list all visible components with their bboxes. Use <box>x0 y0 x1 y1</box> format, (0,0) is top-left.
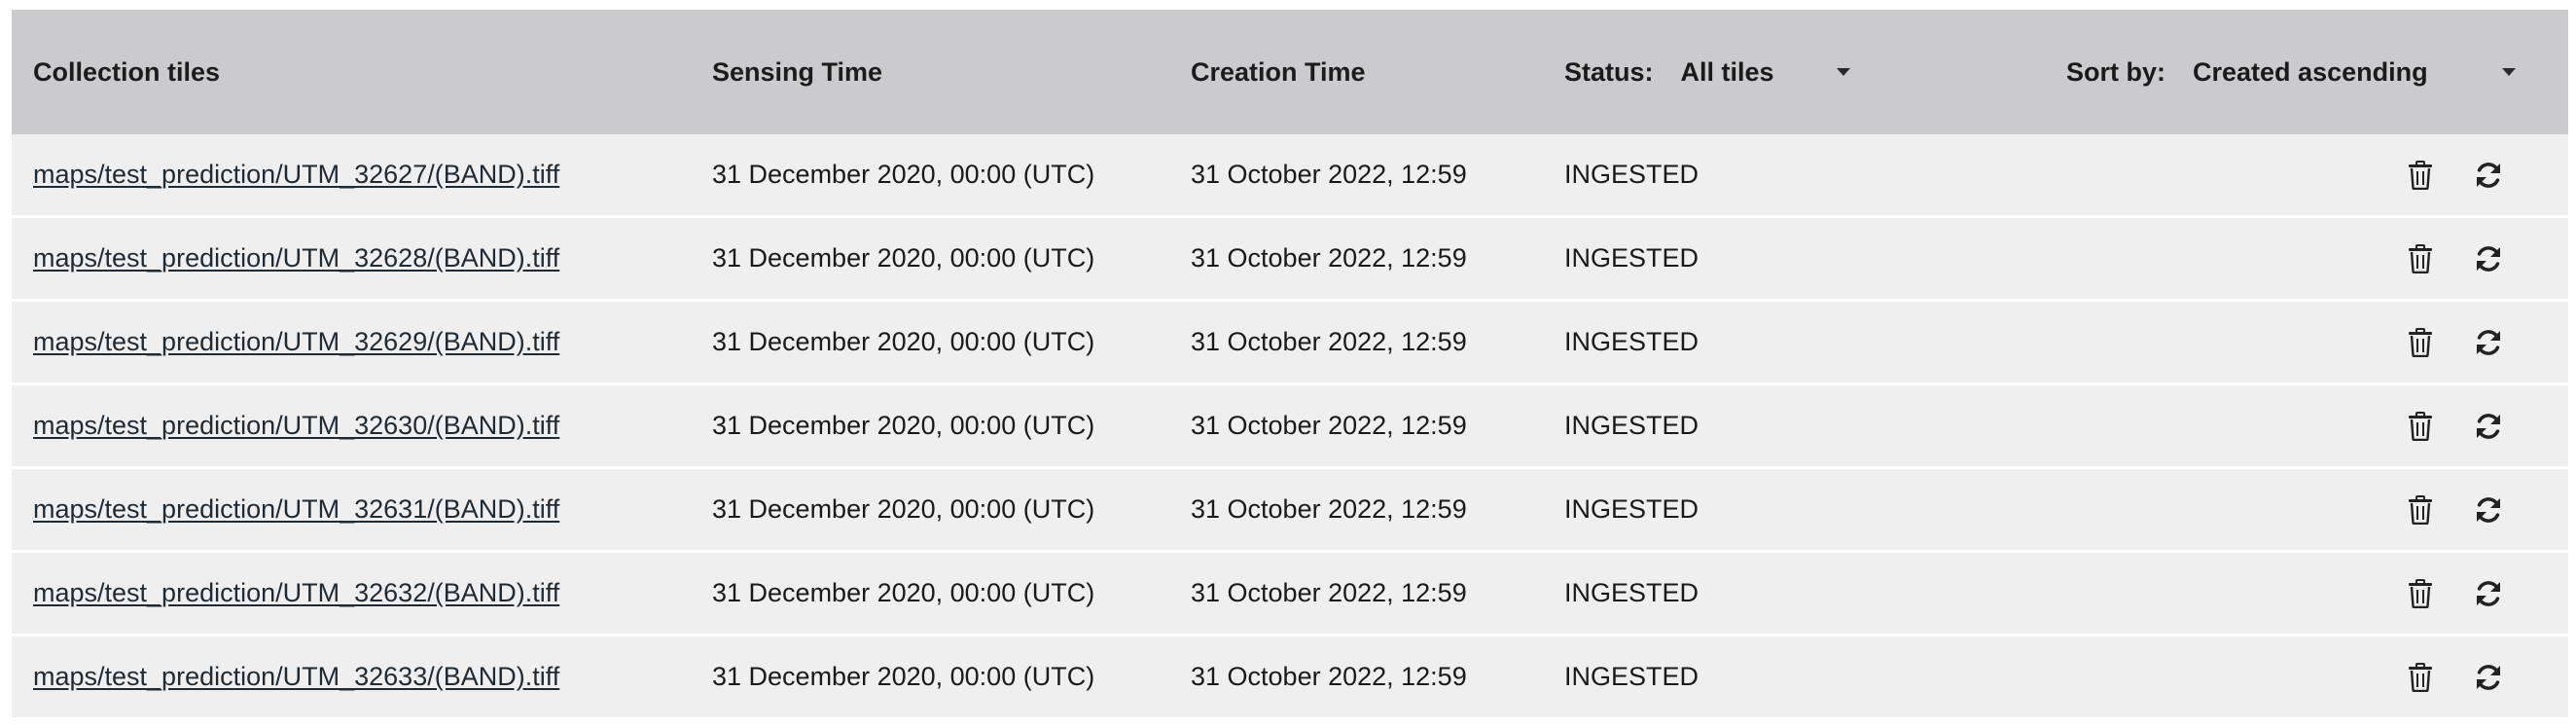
tile-name-cell: maps/test_prediction/UTM_32631/(BAND).ti… <box>33 469 559 550</box>
refresh-button[interactable] <box>2471 158 2506 193</box>
row-actions <box>2403 302 2506 382</box>
sensing-time-cell: 31 December 2020, 00:00 (UTC) <box>712 411 1095 440</box>
delete-button[interactable] <box>2403 492 2438 528</box>
tile-name-cell: maps/test_prediction/UTM_32630/(BAND).ti… <box>33 385 559 466</box>
table-row: maps/test_prediction/UTM_32627/(BAND).ti… <box>12 134 2568 215</box>
delete-button[interactable] <box>2403 325 2438 360</box>
tile-link[interactable]: maps/test_prediction/UTM_32633/(BAND).ti… <box>33 662 560 691</box>
caret-down-icon <box>1836 68 1850 76</box>
tile-name-cell: maps/test_prediction/UTM_32627/(BAND).ti… <box>33 134 559 215</box>
row-actions <box>2403 469 2506 550</box>
status-filter-label: Status: <box>1564 56 1654 87</box>
trash-icon <box>2409 160 2432 190</box>
table-row: maps/test_prediction/UTM_32631/(BAND).ti… <box>12 469 2568 550</box>
refresh-button[interactable] <box>2471 576 2506 611</box>
creation-time-cell: 31 October 2022, 12:59 <box>1191 243 1467 273</box>
trash-icon <box>2409 578 2432 608</box>
sensing-time-cell: 31 December 2020, 00:00 (UTC) <box>712 494 1095 524</box>
sort-filter-value: Created ascending <box>2193 56 2428 87</box>
collection-tiles-table: Collection tiles Sensing Time Creation T… <box>12 10 2568 717</box>
refresh-icon <box>2477 413 2500 439</box>
status-filter-select[interactable]: All tiles <box>1681 57 1850 88</box>
delete-button[interactable] <box>2403 158 2438 193</box>
sensing-time-cell: 31 December 2020, 00:00 (UTC) <box>712 662 1095 691</box>
column-header-sensing-time: Sensing Time <box>712 56 883 87</box>
status-cell: INGESTED <box>1564 327 1699 356</box>
status-cell: INGESTED <box>1564 662 1699 691</box>
sensing-time-cell: 31 December 2020, 00:00 (UTC) <box>712 243 1095 273</box>
sensing-time-cell: 31 December 2020, 00:00 (UTC) <box>712 327 1095 356</box>
creation-time-cell: 31 October 2022, 12:59 <box>1191 662 1467 691</box>
trash-icon <box>2409 243 2432 273</box>
status-cell: INGESTED <box>1564 243 1699 273</box>
delete-button[interactable] <box>2403 660 2438 695</box>
creation-time-cell: 31 October 2022, 12:59 <box>1191 327 1467 356</box>
delete-button[interactable] <box>2403 409 2438 444</box>
tile-name-cell: maps/test_prediction/UTM_32633/(BAND).ti… <box>33 637 559 717</box>
refresh-button[interactable] <box>2471 409 2506 444</box>
table-row: maps/test_prediction/UTM_32633/(BAND).ti… <box>12 637 2568 717</box>
refresh-icon <box>2477 496 2500 523</box>
tile-name-cell: maps/test_prediction/UTM_32629/(BAND).ti… <box>33 302 559 382</box>
tile-name-cell: maps/test_prediction/UTM_32628/(BAND).ti… <box>33 218 559 299</box>
refresh-button[interactable] <box>2471 492 2506 528</box>
refresh-button[interactable] <box>2471 660 2506 695</box>
table-header: Collection tiles Sensing Time Creation T… <box>12 10 2568 134</box>
column-header-collection-tiles: Collection tiles <box>33 56 221 87</box>
delete-button[interactable] <box>2403 576 2438 611</box>
caret-down-icon <box>2502 68 2517 76</box>
sort-filter: Sort by: Created ascending <box>2066 10 2517 134</box>
column-header-creation-time: Creation Time <box>1191 56 1366 87</box>
refresh-button[interactable] <box>2471 325 2506 360</box>
tile-link[interactable]: maps/test_prediction/UTM_32628/(BAND).ti… <box>33 243 560 273</box>
table-row: maps/test_prediction/UTM_32632/(BAND).ti… <box>12 553 2568 634</box>
refresh-icon <box>2477 580 2500 606</box>
trash-icon <box>2409 411 2432 441</box>
table-row: maps/test_prediction/UTM_32630/(BAND).ti… <box>12 385 2568 466</box>
table-row: maps/test_prediction/UTM_32628/(BAND).ti… <box>12 218 2568 299</box>
row-actions <box>2403 637 2506 717</box>
creation-time-cell: 31 October 2022, 12:59 <box>1191 411 1467 440</box>
refresh-icon <box>2477 245 2500 272</box>
row-actions <box>2403 218 2506 299</box>
tile-name-cell: maps/test_prediction/UTM_32632/(BAND).ti… <box>33 553 559 634</box>
sensing-time-cell: 31 December 2020, 00:00 (UTC) <box>712 578 1095 607</box>
status-cell: INGESTED <box>1564 160 1699 189</box>
sort-filter-select[interactable]: Created ascending <box>2193 56 2517 88</box>
status-cell: INGESTED <box>1564 411 1699 440</box>
table-row: maps/test_prediction/UTM_32629/(BAND).ti… <box>12 302 2568 382</box>
creation-time-cell: 31 October 2022, 12:59 <box>1191 578 1467 607</box>
trash-icon <box>2409 327 2432 357</box>
delete-button[interactable] <box>2403 241 2438 276</box>
tile-link[interactable]: maps/test_prediction/UTM_32632/(BAND).ti… <box>33 578 560 607</box>
trash-icon <box>2409 662 2432 692</box>
status-cell: INGESTED <box>1564 578 1699 607</box>
status-cell: INGESTED <box>1564 494 1699 524</box>
tile-link[interactable]: maps/test_prediction/UTM_32630/(BAND).ti… <box>33 411 560 440</box>
tile-link[interactable]: maps/test_prediction/UTM_32631/(BAND).ti… <box>33 494 560 524</box>
tile-link[interactable]: maps/test_prediction/UTM_32629/(BAND).ti… <box>33 327 560 356</box>
refresh-icon <box>2477 664 2500 690</box>
creation-time-cell: 31 October 2022, 12:59 <box>1191 160 1467 189</box>
sort-filter-label: Sort by: <box>2066 56 2166 87</box>
trash-icon <box>2409 494 2432 525</box>
row-actions <box>2403 134 2506 215</box>
tile-link[interactable]: maps/test_prediction/UTM_32627/(BAND).ti… <box>33 160 560 189</box>
creation-time-cell: 31 October 2022, 12:59 <box>1191 494 1467 524</box>
refresh-icon <box>2477 329 2500 355</box>
status-filter-value: All tiles <box>1680 56 1774 87</box>
status-filter: Status: All tiles <box>1564 10 1850 134</box>
row-actions <box>2403 553 2506 634</box>
refresh-icon <box>2477 162 2500 188</box>
row-actions <box>2403 385 2506 466</box>
refresh-button[interactable] <box>2471 241 2506 276</box>
sensing-time-cell: 31 December 2020, 00:00 (UTC) <box>712 160 1095 189</box>
